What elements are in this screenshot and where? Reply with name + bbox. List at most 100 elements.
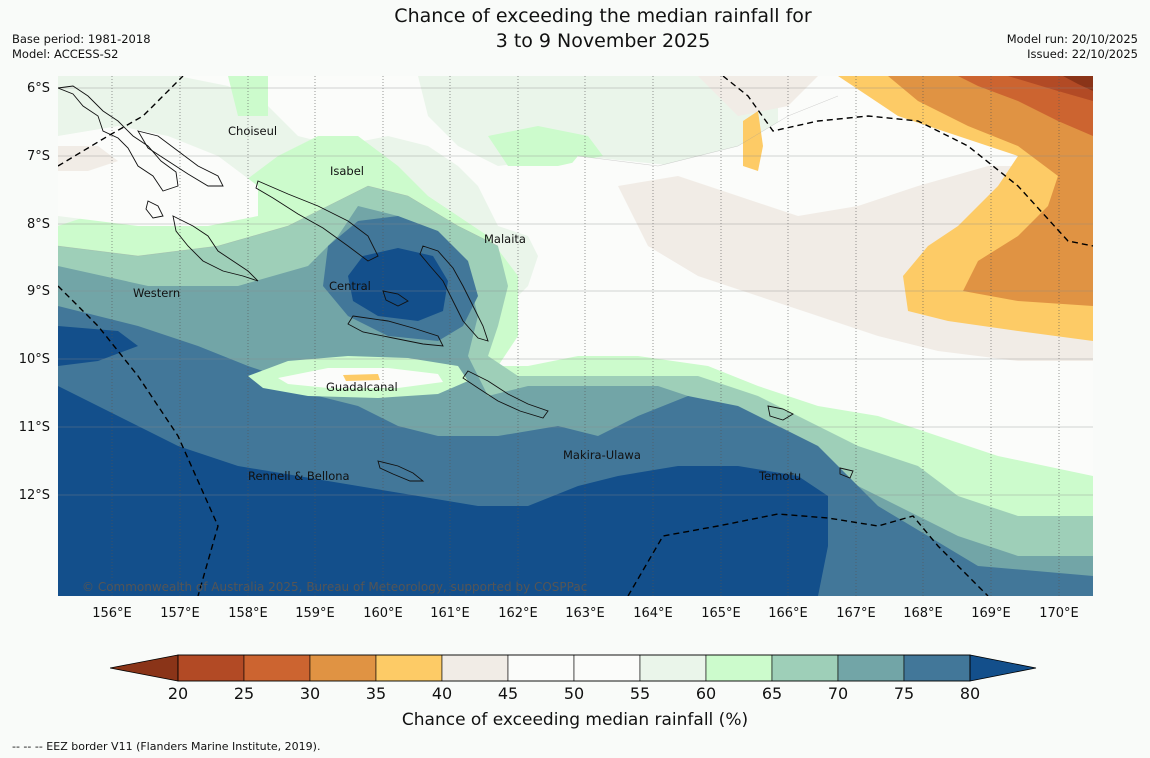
- lon-label-170e: 170°E: [1039, 606, 1079, 621]
- lon-label-162e: 162°E: [498, 606, 538, 621]
- lat-label-11s: 11°S: [18, 420, 50, 435]
- eez-footnote: -- -- -- EEZ border V11 (Flanders Marine…: [12, 740, 321, 753]
- place-guadalcanal: Guadalcanal: [326, 380, 398, 394]
- lon-label-165e: 165°E: [701, 606, 741, 621]
- colorbar-cell: [177, 654, 245, 682]
- colorbar-tick-label: 20: [167, 684, 189, 703]
- temotu-isle-coast: [839, 467, 854, 479]
- place-malaita: Malaita: [484, 232, 526, 246]
- model-run: Model run: 20/10/2025: [1006, 32, 1138, 46]
- place-central: Central: [329, 279, 371, 293]
- lat-label-10s: 10°S: [18, 352, 50, 367]
- base-period: Base period: 1981-2018: [12, 32, 151, 46]
- rainfall-map: [58, 76, 1093, 596]
- choiseul-coast: [137, 130, 224, 187]
- colorbar-tick-label: 25: [233, 684, 255, 703]
- colorbar-tick-label: 75: [893, 684, 915, 703]
- lat-gridlines: [58, 87, 1093, 496]
- bougainville-coast: [58, 85, 179, 192]
- lon-label-168e: 168°E: [903, 606, 943, 621]
- eez-north: [58, 76, 184, 167]
- malaita-coast: [419, 245, 489, 342]
- colorbar-cell: [705, 654, 773, 682]
- place-temotu: Temotu: [759, 469, 802, 483]
- colorbar-tick-label: 60: [695, 684, 717, 703]
- colorbar-tick-label: 55: [629, 684, 651, 703]
- colorbar-cell: [639, 654, 707, 682]
- lat-label-7s: 7°S: [26, 149, 50, 164]
- lon-label-164e: 164°E: [633, 606, 673, 621]
- copyright-notice: © Commonwealth of Australia 2025, Bureau…: [82, 580, 588, 594]
- colorbar-cell: [243, 654, 311, 682]
- lon-label-159e: 159°E: [295, 606, 335, 621]
- guadalcanal-coast: [347, 315, 444, 347]
- lon-label-167e: 167°E: [836, 606, 876, 621]
- colorbar-cell: [309, 654, 377, 682]
- title-line-1: Chance of exceeding the median rainfall …: [394, 5, 812, 27]
- contour-80-plus: [58, 386, 828, 596]
- place-makira-ulawa: Makira-Ulawa: [563, 448, 641, 462]
- contour-50-55-nw: [58, 126, 258, 226]
- colorbar: [110, 654, 1037, 682]
- eez-south: [627, 513, 989, 596]
- colorbar-cell: [903, 654, 971, 682]
- meta-left: Base period: 1981-2018 Model: ACCESS-S2: [12, 32, 151, 62]
- colorbar-tick-label: 45: [497, 684, 519, 703]
- lon-label-163e: 163°E: [565, 606, 605, 621]
- colorbar-title: Chance of exceeding median rainfall (%): [401, 710, 749, 730]
- place-western: Western: [133, 286, 181, 300]
- meta-right: Model run: 20/10/2025 Issued: 22/10/2025: [1007, 32, 1138, 62]
- lon-label-156e: 156°E: [92, 606, 132, 621]
- makira-coast: [462, 370, 549, 419]
- colorbar-cell: [375, 654, 443, 682]
- colorbar-high-extend: [969, 654, 1037, 682]
- lon-label-160e: 160°E: [363, 606, 403, 621]
- lat-label-12s: 12°S: [18, 488, 50, 503]
- coastlines: [58, 85, 854, 482]
- model-name: Model: ACCESS-S2: [12, 47, 119, 61]
- map-title: Chance of exceeding the median rainfall …: [0, 4, 1150, 54]
- colorbar-cell: [771, 654, 839, 682]
- contour-80-plus-west: [58, 326, 138, 366]
- colorbar-tick-label: 65: [761, 684, 783, 703]
- contour-40-45-nw: [58, 146, 118, 171]
- isabel-coast: [255, 180, 379, 262]
- colorbar-tick-label: 40: [431, 684, 453, 703]
- lat-label-8s: 8°S: [26, 217, 50, 232]
- contour-below-20: [1063, 76, 1093, 91]
- lon-label-169e: 169°E: [971, 606, 1011, 621]
- contour-20-25: [1008, 76, 1093, 101]
- colorbar-cell: [573, 654, 641, 682]
- colorbar-cell: [441, 654, 509, 682]
- colorbar-tick-label: 70: [827, 684, 849, 703]
- colorbar-cell: [507, 654, 575, 682]
- contour-lines: [58, 95, 839, 257]
- colorbar-tick-label: 50: [563, 684, 585, 703]
- eez-borders: [58, 76, 1093, 596]
- colorbar-tick-label: 30: [299, 684, 321, 703]
- western-islands-coast: [145, 200, 164, 219]
- colorbar-cell: [837, 654, 905, 682]
- rennell-coast: [377, 460, 425, 482]
- temotu-coast: [767, 405, 794, 421]
- lon-label-158e: 158°E: [228, 606, 268, 621]
- title-line-2: 3 to 9 November 2025: [495, 30, 711, 52]
- place-rennell-bellona: Rennell & Bellona: [248, 469, 350, 483]
- eez-west: [58, 285, 219, 596]
- eez-northeast: [722, 76, 1093, 247]
- colorbar-tick-label: 35: [365, 684, 387, 703]
- lon-label-166e: 166°E: [768, 606, 808, 621]
- lat-label-6s: 6°S: [26, 81, 50, 96]
- contour-guadalcanal-dot: [343, 374, 380, 381]
- lat-label-9s: 9°S: [26, 284, 50, 299]
- central-coast: [382, 290, 409, 307]
- colorbar-tick-label: 80: [959, 684, 981, 703]
- contour-60-65-north: [228, 76, 268, 116]
- place-isabel: Isabel: [330, 164, 365, 178]
- lon-label-161e: 161°E: [430, 606, 470, 621]
- contour-80-plus-central: [348, 248, 448, 321]
- place-choiseul: Choiseul: [228, 124, 278, 138]
- new-georgia-coast: [172, 215, 259, 282]
- lon-label-157e: 157°E: [160, 606, 200, 621]
- contour-30-35: [888, 76, 1093, 306]
